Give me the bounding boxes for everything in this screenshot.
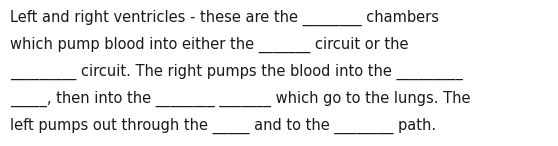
- Text: Left and right ventricles - these are the ________ chambers: Left and right ventricles - these are th…: [10, 10, 439, 26]
- Text: _________ circuit. The right pumps the blood into the _________: _________ circuit. The right pumps the b…: [10, 64, 463, 80]
- Text: which pump blood into either the _______ circuit or the: which pump blood into either the _______…: [10, 37, 408, 53]
- Text: left pumps out through the _____ and to the ________ path.: left pumps out through the _____ and to …: [10, 118, 436, 134]
- Text: _____, then into the ________ _______ which go to the lungs. The: _____, then into the ________ _______ wh…: [10, 91, 470, 107]
